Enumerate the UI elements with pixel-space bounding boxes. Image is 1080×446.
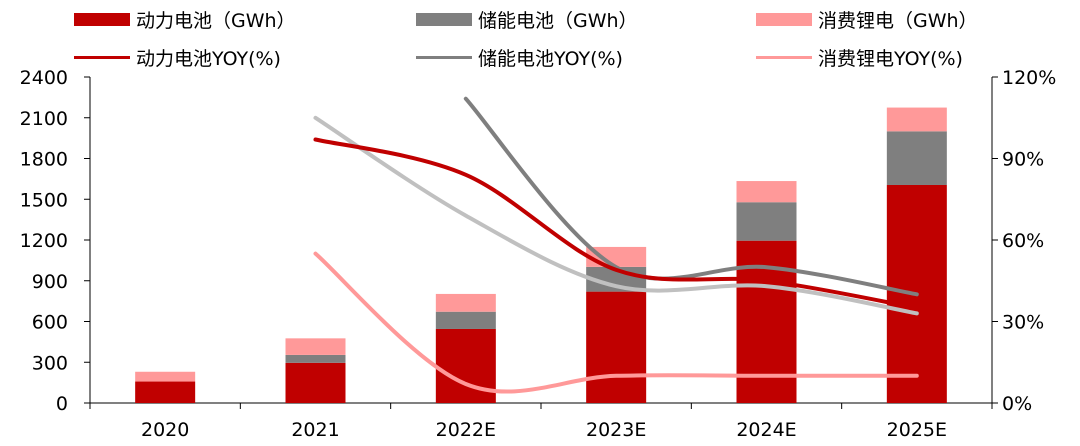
x-axis-tick-label: 2025E [887,419,947,441]
right-axis-tick-label: 60% [1002,230,1044,252]
line-power-yoy [313,137,919,310]
bar-storage-2025E [886,131,947,185]
left-axis-tick-label: 300 [32,352,68,374]
legend-item-power-battery-yoy: 动力电池YOY(%) [74,44,281,70]
legend-swatch [416,12,472,26]
right-axis-tick-label: 0% [1002,393,1032,415]
legend-swatch [416,55,472,59]
legend-item-storage-battery-yoy: 储能电池YOY(%) [416,44,623,70]
legend-item-consumer-battery-gwh: 消费锂电（GWh） [756,6,978,32]
legend-label: 动力电池（GWh） [136,9,296,32]
legend-label: 储能电池YOY(%) [478,47,623,70]
left-axis-tick-label: 1200 [20,230,68,252]
legend-item-power-battery-gwh: 动力电池（GWh） [74,6,296,32]
bar-consumer-2022E [435,293,496,312]
left-axis-tick-label: 2400 [20,67,68,89]
line-storage-yoy [463,96,919,297]
x-axis-tick-label: 2021 [291,419,339,441]
bar-storage-2022E [435,311,496,329]
right-axis-tick-label: 90% [1002,149,1044,171]
x-axis-tick-label: 2023E [586,419,646,441]
legend-swatch [756,12,812,26]
left-axis-tick-label: 900 [32,271,68,293]
legend-label: 消费锂电YOY(%) [818,47,963,70]
chart-legend: 动力电池（GWh） 储能电池（GWh） 消费锂电（GWh） 动力电池YOY(%)… [0,0,1080,76]
legend-label: 消费锂电（GWh） [818,9,978,32]
bar-consumer-2024E [736,181,797,203]
x-axis-tick-label: 2024E [736,419,796,441]
legend-swatch [74,12,130,26]
bar-consumer-2021 [285,338,346,355]
bar-power-2023E [586,291,647,403]
left-axis-tick-label: 2100 [20,108,68,130]
bar-storage-2021 [285,354,346,363]
bar-power-2020 [135,381,196,403]
right-axis-tick-label: 120% [1002,67,1056,89]
x-axis-tick-label: 2020 [141,419,189,441]
bar-power-2024E [736,240,797,403]
bar-power-2021 [285,362,346,403]
legend-swatch [74,55,130,59]
bar-consumer-2025E [886,107,947,132]
bar-consumer-2020 [135,371,196,382]
left-axis-tick-label: 1500 [20,189,68,211]
legend-item-consumer-battery-yoy: 消费锂电YOY(%) [756,44,963,70]
left-axis-tick-label: 600 [32,312,68,334]
line-consumer-yoy [313,251,919,394]
right-axis-tick-label: 30% [1002,312,1044,334]
bar-storage-2024E [736,202,797,241]
legend-swatch [756,55,812,59]
legend-label: 储能电池（GWh） [478,9,638,32]
x-axis-tick-label: 2022E [436,419,496,441]
left-axis-tick-label: 0 [56,393,68,415]
legend-label: 动力电池YOY(%) [136,47,281,70]
left-axis-tick-label: 1800 [20,149,68,171]
line-unlabeled-yoy [313,115,919,316]
legend-item-storage-battery-gwh: 储能电池（GWh） [416,6,638,32]
